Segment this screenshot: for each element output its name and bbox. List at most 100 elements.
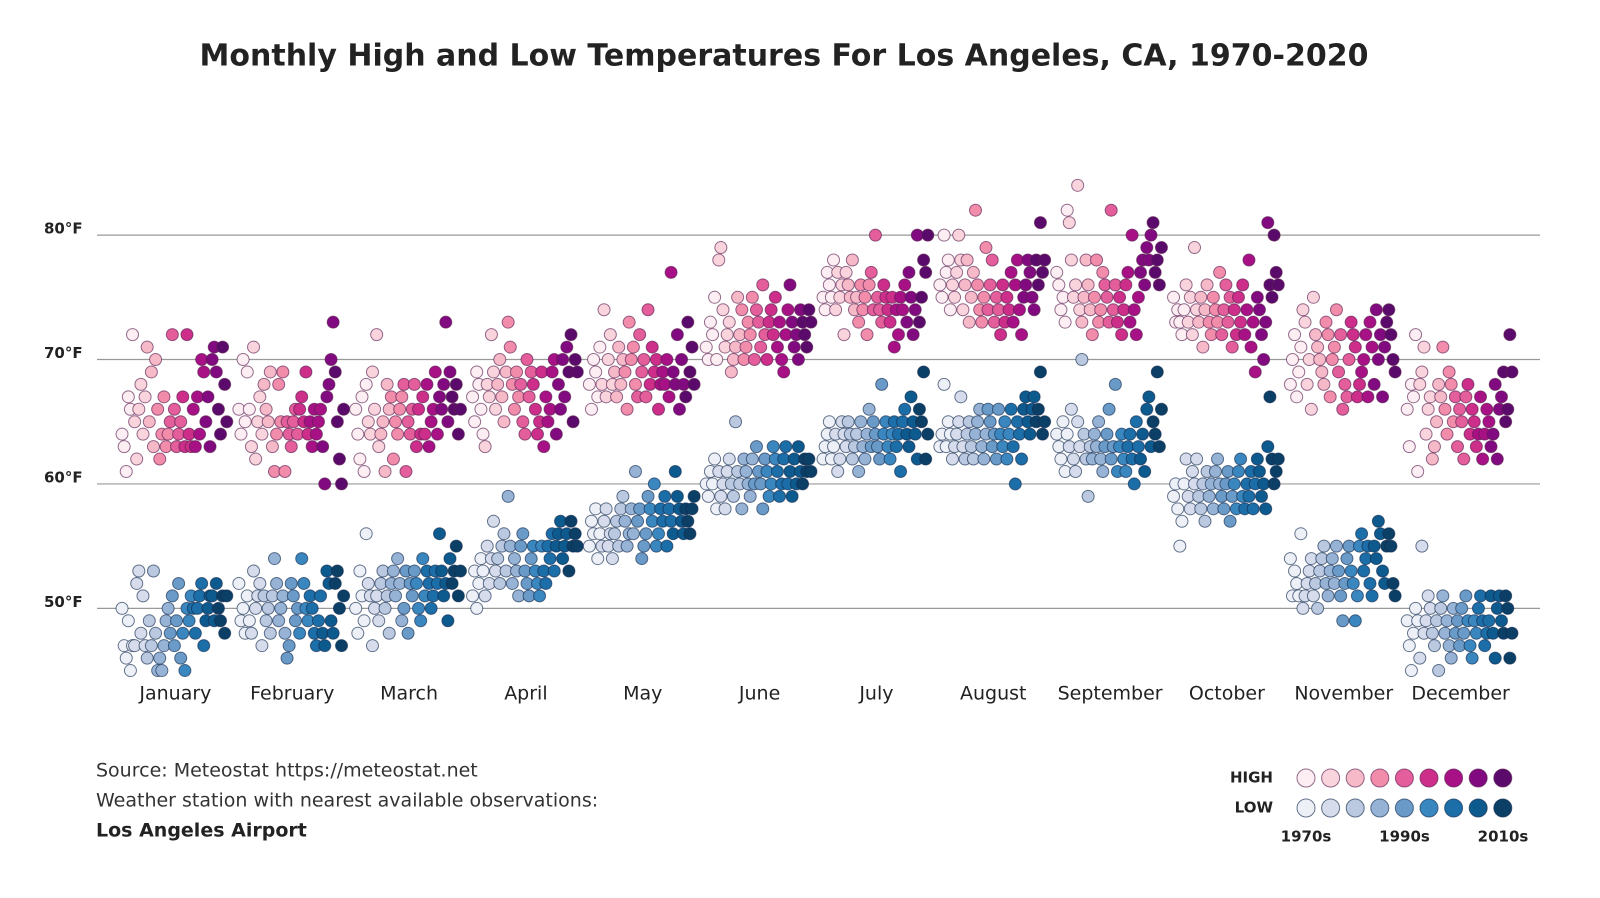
point — [1469, 440, 1483, 454]
point — [1087, 427, 1101, 441]
point — [395, 390, 409, 404]
point — [236, 353, 250, 367]
point — [1346, 576, 1360, 590]
point — [906, 328, 920, 342]
point — [407, 377, 421, 391]
point — [1081, 489, 1095, 503]
point — [1255, 328, 1269, 342]
point — [670, 328, 684, 342]
point — [1406, 390, 1420, 404]
point — [1008, 477, 1022, 491]
point — [1442, 365, 1456, 379]
point — [1154, 402, 1168, 416]
point — [1386, 576, 1400, 590]
point — [614, 377, 628, 391]
y-tick-label: 60°F — [44, 468, 83, 486]
point — [1382, 303, 1396, 317]
point — [1231, 464, 1245, 478]
y-tick-label: 70°F — [44, 344, 83, 362]
point — [1315, 365, 1329, 379]
point — [1336, 402, 1350, 416]
point — [933, 278, 947, 292]
point — [1058, 315, 1072, 329]
point — [263, 626, 277, 640]
point — [687, 377, 701, 391]
legend-swatch — [1345, 798, 1365, 818]
point — [766, 328, 780, 342]
point — [779, 440, 793, 454]
point — [482, 390, 496, 404]
point — [1482, 614, 1496, 628]
point — [211, 402, 225, 416]
point — [1234, 452, 1248, 466]
legend-label: HIGH — [1230, 769, 1273, 787]
point — [720, 328, 734, 342]
point — [188, 440, 202, 454]
point — [1259, 502, 1273, 516]
point — [1000, 452, 1014, 466]
point — [618, 365, 632, 379]
point — [582, 539, 596, 553]
point — [205, 353, 219, 367]
point — [178, 664, 192, 678]
point — [1271, 452, 1285, 466]
point — [937, 377, 951, 391]
point — [1409, 328, 1423, 342]
point — [530, 427, 544, 441]
point — [240, 365, 254, 379]
point — [501, 315, 515, 329]
point — [117, 440, 131, 454]
point — [314, 402, 328, 416]
point — [138, 390, 152, 404]
point — [1285, 353, 1299, 367]
point — [722, 452, 736, 466]
point — [551, 377, 565, 391]
point — [568, 527, 582, 541]
point — [1202, 489, 1216, 503]
point — [831, 464, 845, 478]
point — [796, 477, 810, 491]
point — [1329, 539, 1343, 553]
point — [662, 390, 676, 404]
point — [1382, 527, 1396, 541]
point — [140, 340, 154, 354]
point — [1194, 290, 1208, 304]
point — [562, 564, 576, 578]
point — [270, 427, 284, 441]
point — [652, 402, 666, 416]
point — [451, 427, 465, 441]
point — [962, 315, 976, 329]
point — [328, 576, 342, 590]
point — [802, 303, 816, 317]
legend-decade: 1970s — [1281, 828, 1332, 846]
point — [966, 265, 980, 279]
point — [349, 601, 363, 615]
point — [1488, 377, 1502, 391]
point — [1505, 365, 1519, 379]
point — [1455, 601, 1469, 615]
point — [180, 328, 194, 342]
point — [172, 576, 186, 590]
point — [743, 489, 757, 503]
point — [1505, 626, 1519, 640]
point — [781, 303, 795, 317]
point — [1321, 589, 1335, 603]
point — [858, 452, 872, 466]
point — [628, 464, 642, 478]
point — [875, 377, 889, 391]
point — [470, 365, 484, 379]
point — [174, 651, 188, 665]
point — [1434, 601, 1448, 615]
point — [584, 402, 598, 416]
point — [582, 377, 596, 391]
point — [798, 328, 812, 342]
point — [1296, 303, 1310, 317]
point — [568, 353, 582, 367]
point — [1478, 639, 1492, 653]
point — [305, 601, 319, 615]
point — [445, 390, 459, 404]
point — [804, 464, 818, 478]
point — [1267, 477, 1281, 491]
point — [1150, 365, 1164, 379]
point — [1359, 328, 1373, 342]
